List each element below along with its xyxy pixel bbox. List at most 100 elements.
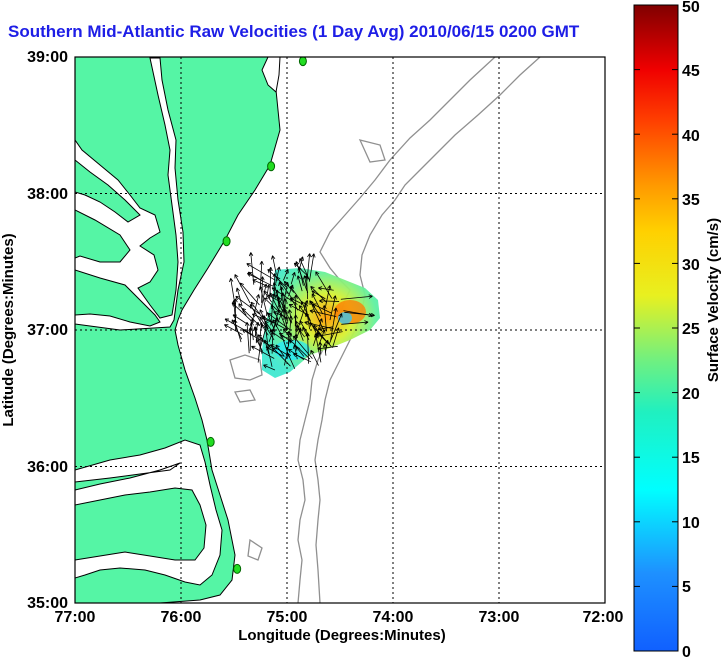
velocity-arrow [272, 273, 277, 296]
map-title: Southern Mid-Atlantic Raw Velocities (1 … [8, 22, 580, 41]
x-tick-labels: 77:00 76:00 75:00 74:00 73:00 72:00 [55, 609, 624, 626]
velocity-arrow [300, 301, 311, 322]
y-tick-label: 38:00 [27, 186, 68, 203]
radar-station-marker [222, 236, 231, 247]
x-tick-label: 72:00 [583, 609, 624, 626]
delaware-bay [261, 57, 281, 93]
velocity-arrow [263, 297, 289, 321]
velocity-arrow [275, 266, 281, 284]
velocity-arrow [250, 301, 262, 317]
velocity-arrow [257, 334, 272, 349]
velocity-arrow [280, 292, 286, 309]
velocity-arrow [245, 321, 250, 354]
velocity-arrow [253, 326, 263, 355]
pamlico-sound [75, 439, 223, 586]
velocity-arrow [284, 332, 293, 366]
velocity-arrow [315, 271, 333, 299]
x-tick-label: 75:00 [267, 609, 308, 626]
y-tick-label: 37:00 [27, 322, 68, 339]
colorbar-tick-label: 5 [682, 579, 691, 596]
velocity-arrow [310, 286, 327, 303]
velocity-arrow [224, 324, 243, 335]
velocity-arrow [308, 253, 316, 282]
velocity-arrow [330, 307, 338, 341]
chesapeake-bay [75, 57, 185, 331]
velocity-arrow [309, 322, 332, 347]
velocity-arrow [312, 318, 323, 346]
velocity-arrow [292, 353, 312, 363]
velocity-arrow [306, 253, 312, 281]
velocity-arrow [302, 275, 309, 293]
velocity-arrow [310, 349, 319, 366]
velocity-arrow [288, 304, 304, 313]
velocity-arrow [278, 332, 293, 343]
velocity-arrow [263, 364, 276, 371]
colorbar-tick-label: 30 [682, 257, 700, 274]
velocity-arrow [259, 309, 269, 330]
velocity-arrow [319, 298, 340, 304]
velocity-arrow [272, 304, 282, 331]
colorbar-tick-labels: 50 45 40 35 30 25 20 15 10 5 0 [682, 0, 700, 659]
velocity-arrow [299, 258, 310, 281]
velocity-arrow [329, 295, 337, 321]
velocity-arrow [293, 294, 298, 327]
colorbar-tick-label: 35 [682, 192, 700, 209]
velocity-arrow [259, 260, 264, 290]
velocity-arrow [241, 308, 260, 326]
velocity-arrow [318, 341, 323, 355]
velocity-arrow [309, 300, 321, 317]
y-tick-label: 35:00 [27, 595, 68, 612]
grid-lines [75, 57, 605, 603]
colorbar-tick-label: 25 [682, 321, 700, 338]
velocity-arrow [273, 311, 289, 319]
radar-stations [206, 57, 307, 574]
velocity-arrow [276, 276, 293, 300]
velocity-arrow [311, 293, 324, 315]
velocity-arrow [248, 252, 255, 285]
radar-station-marker [298, 57, 307, 67]
velocity-arrow [251, 313, 274, 324]
radar-station-marker [206, 436, 215, 447]
colorbar-tick-label: 0 [682, 644, 691, 659]
velocity-arrow [325, 285, 332, 307]
velocity-arrow [328, 313, 343, 345]
velocity-arrow [343, 310, 373, 318]
velocity-arrow [292, 344, 298, 360]
velocity-arrow [283, 268, 289, 281]
colorbar [633, 4, 679, 652]
velocity-arrow [260, 283, 268, 309]
x-tick-label: 77:00 [55, 609, 96, 626]
x-axis-label: Longitude (Degrees:Minutes) [238, 627, 446, 644]
velocity-arrow [290, 297, 299, 311]
y-axis-label: Latitude (Degrees:Minutes) [0, 233, 17, 426]
velocity-arrow [247, 271, 263, 282]
velocity-arrow [234, 274, 251, 304]
plot-frame [74, 56, 606, 604]
colorbar-tick-label: 10 [682, 515, 700, 532]
velocity-arrow [298, 305, 308, 318]
velocity-arrow [314, 331, 343, 339]
x-tick-label: 76:00 [161, 609, 202, 626]
velocity-arrow [233, 298, 238, 332]
velocity-arrow [275, 344, 285, 357]
radar-station-marker [233, 563, 242, 574]
colorbar-tick-label: 40 [682, 128, 700, 145]
radar-station-marker [267, 161, 276, 172]
velocity-arrow [322, 343, 328, 356]
x-tick-label: 73:00 [479, 609, 520, 626]
velocity-arrows [224, 252, 375, 371]
colorbar-tick-label: 50 [682, 0, 700, 16]
velocity-arrow [271, 255, 277, 275]
colorbar-tick-label: 20 [682, 386, 700, 403]
velocity-arrow [288, 315, 293, 335]
velocity-arrow [299, 320, 310, 337]
velocity-arrow [303, 302, 311, 330]
velocity-arrow [341, 320, 369, 325]
velocity-arrow [340, 294, 373, 300]
colorbar-tick-label: 15 [682, 450, 700, 467]
velocity-arrow [235, 287, 243, 306]
colorbar-tick-label: 45 [682, 63, 700, 80]
velocity-arrow [267, 294, 282, 303]
y-tick-labels: 39:00 38:00 37:00 36:00 35:00 [27, 49, 68, 612]
